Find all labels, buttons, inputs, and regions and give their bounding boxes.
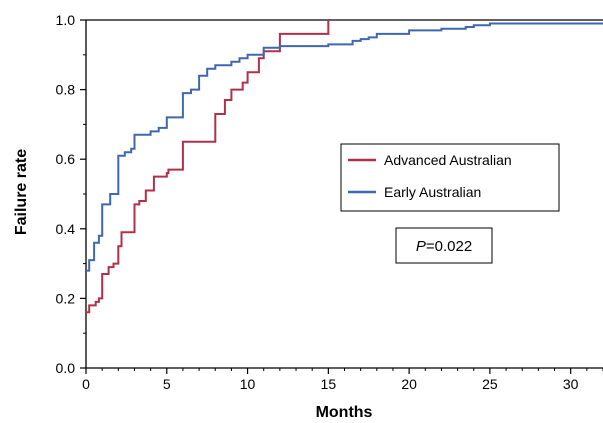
- y-axis-title: Failure rate: [13, 149, 30, 235]
- series-line-advanced-australian: [86, 20, 330, 314]
- y-tick-label: 0.8: [56, 82, 76, 98]
- x-axis-title: Months: [316, 404, 373, 421]
- p-value-text: P=0.022: [416, 238, 472, 255]
- legend-box: [340, 143, 560, 212]
- axes: 0 5 10 15 20 25 30 0.0 0.2 0.4 0.6 0.8 1.0: [56, 12, 603, 392]
- y-tick-label: 0.0: [56, 360, 76, 376]
- x-tick-label: 25: [482, 376, 498, 392]
- p-value-symbol: P: [416, 238, 426, 255]
- x-tick-label: 30: [563, 376, 579, 392]
- y-tick-label: 0.4: [56, 221, 76, 237]
- series-line-early-australian: [86, 22, 603, 272]
- legend-label-early: Early Australian: [384, 184, 481, 200]
- x-tick-label: 5: [163, 376, 171, 392]
- p-value-number: =0.022: [426, 238, 472, 255]
- x-tick-label: 20: [401, 376, 417, 392]
- p-value-box: [395, 227, 493, 264]
- legend-label-advanced: Advanced Australian: [384, 152, 512, 168]
- legend: Advanced Australian Early Australian: [340, 143, 560, 212]
- y-tick-label: 1.0: [56, 12, 76, 28]
- x-tick-label: 10: [240, 376, 256, 392]
- series-lines: [86, 20, 603, 314]
- p-value-annotation: P=0.022: [395, 227, 493, 264]
- x-tick-label: 0: [82, 376, 90, 392]
- y-tick-label: 0.2: [56, 290, 76, 306]
- y-tick-label: 0.6: [56, 151, 76, 167]
- x-tick-label: 15: [321, 376, 337, 392]
